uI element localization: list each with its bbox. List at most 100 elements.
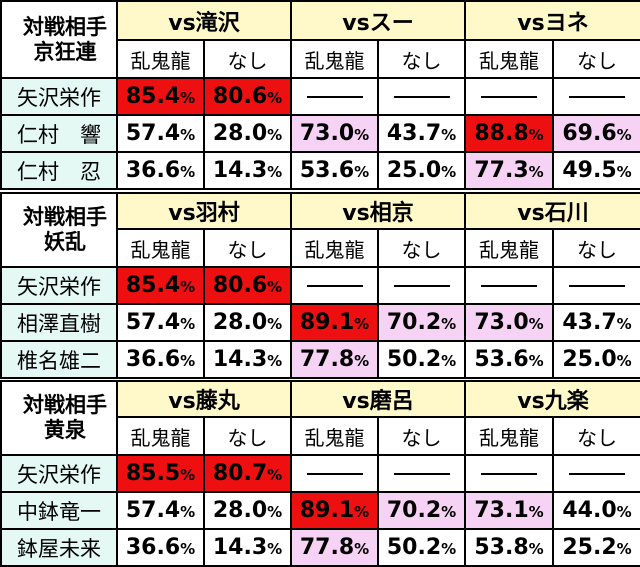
rate-cell: 77.8% bbox=[290, 340, 379, 379]
rate-cell: 53.6% bbox=[290, 151, 379, 190]
rate-cell: 43.7% bbox=[377, 114, 466, 153]
row-name: 相澤直樹 bbox=[0, 303, 118, 342]
rate-cell: 89.1% bbox=[290, 491, 379, 530]
table-block-youran: 対戦相手 妖乱 vs羽村 vs相京 vs石川 乱鬼龍 なし 乱鬼龍 なし 乱鬼龍… bbox=[0, 192, 640, 379]
rate-cell: 85.4% bbox=[116, 266, 205, 305]
sub-header: なし bbox=[203, 39, 292, 79]
sub-header: 乱鬼龍 bbox=[116, 228, 205, 268]
rate-value: 73.0 bbox=[474, 310, 529, 335]
percent-sign: % bbox=[354, 540, 370, 558]
rate-value: 14.3 bbox=[212, 347, 268, 372]
rate-cell: 85.4% bbox=[116, 77, 205, 116]
rate-value: 14.3 bbox=[212, 158, 268, 183]
opponent-caption: 対戦相手 bbox=[23, 205, 107, 229]
percent-sign: % bbox=[441, 540, 457, 558]
rate-cell: 36.6% bbox=[116, 528, 205, 567]
rate-cell: 57.4% bbox=[116, 303, 205, 342]
rate-cell: 89.1% bbox=[290, 303, 379, 342]
percent-sign: % bbox=[180, 315, 196, 333]
rate-cell: 80.6% bbox=[203, 77, 292, 116]
rate-value: 28.0 bbox=[212, 310, 268, 335]
row-name: 矢沢栄作 bbox=[0, 454, 118, 493]
rate-value: 88.8 bbox=[474, 121, 529, 146]
percent-sign: % bbox=[180, 278, 196, 296]
win-rate-table: 対戦相手 妖乱 vs羽村 vs相京 vs石川 乱鬼龍 なし 乱鬼龍 なし 乱鬼龍… bbox=[0, 192, 640, 379]
percent-sign: % bbox=[354, 163, 370, 181]
rate-cell: 25.0% bbox=[552, 340, 640, 379]
rate-value: 85.4 bbox=[125, 84, 181, 109]
percent-sign: % bbox=[180, 89, 196, 107]
rate-value: 28.0 bbox=[212, 498, 268, 523]
rate-cell bbox=[464, 266, 554, 305]
sub-header: なし bbox=[377, 228, 466, 268]
rate-value: 25.2 bbox=[562, 535, 617, 560]
dash-mark bbox=[481, 473, 537, 475]
percent-sign: % bbox=[441, 352, 457, 370]
rate-cell bbox=[290, 266, 379, 305]
rate-cell bbox=[552, 77, 640, 116]
percent-sign: % bbox=[441, 315, 457, 333]
opponent-team: 妖乱 bbox=[44, 230, 86, 254]
row-name: 鉢屋未来 bbox=[0, 528, 118, 567]
percent-sign: % bbox=[267, 126, 283, 144]
percent-sign: % bbox=[180, 163, 196, 181]
row-name: 仁村 響 bbox=[0, 114, 118, 153]
sub-header: 乱鬼龍 bbox=[464, 228, 554, 268]
percent-sign: % bbox=[267, 89, 283, 107]
row-name: 仁村 忍 bbox=[0, 151, 118, 190]
rate-cell: 50.2% bbox=[377, 340, 466, 379]
sub-header: 乱鬼龍 bbox=[290, 416, 379, 456]
sub-header: なし bbox=[203, 416, 292, 456]
sub-header: なし bbox=[552, 39, 640, 79]
rate-value: 50.2 bbox=[386, 347, 442, 372]
rate-value: 49.5 bbox=[562, 158, 617, 183]
rate-cell bbox=[290, 454, 379, 493]
rate-cell: 70.2% bbox=[377, 491, 466, 530]
dash-mark bbox=[306, 285, 363, 287]
dash-mark bbox=[569, 473, 625, 475]
percent-sign: % bbox=[267, 503, 283, 521]
rate-value: 89.1 bbox=[299, 310, 355, 335]
vs-header: vs相京 bbox=[290, 192, 466, 230]
opponent-caption: 対戦相手 bbox=[23, 14, 107, 39]
vs-header: vs磨呂 bbox=[290, 380, 466, 418]
rate-cell: 73.0% bbox=[290, 114, 379, 153]
rate-cell: 28.0% bbox=[203, 303, 292, 342]
rate-value: 50.2 bbox=[386, 535, 442, 560]
rate-cell: 14.3% bbox=[203, 151, 292, 190]
percent-sign: % bbox=[441, 503, 457, 521]
opponent-caption: 対戦相手 bbox=[23, 393, 107, 417]
dash-mark bbox=[569, 96, 625, 98]
win-rate-table: 対戦相手 黄泉 vs藤丸 vs磨呂 vs九楽 乱鬼龍 なし 乱鬼龍 なし 乱鬼龍… bbox=[0, 380, 640, 567]
rate-cell bbox=[552, 454, 640, 493]
table-block-kyokyoren: 対戦相手 京狂連 vs滝沢 vsスー vsヨネ 乱鬼龍 なし 乱鬼龍 なし 乱鬼… bbox=[0, 0, 640, 190]
vs-header: vs羽村 bbox=[116, 192, 292, 230]
vs-header: vs藤丸 bbox=[116, 380, 292, 418]
rate-value: 80.6 bbox=[212, 84, 268, 109]
percent-sign: % bbox=[267, 315, 283, 333]
percent-sign: % bbox=[528, 163, 544, 181]
table-row: 相澤直樹 57.4% 28.0% 89.1% 70.2% 73.0% 43.7% bbox=[0, 303, 640, 342]
rate-value: 57.4 bbox=[125, 498, 181, 523]
percent-sign: % bbox=[528, 540, 544, 558]
rate-cell: 53.6% bbox=[464, 340, 554, 379]
sub-header: なし bbox=[377, 39, 466, 79]
percent-sign: % bbox=[354, 126, 370, 144]
sub-header: 乱鬼龍 bbox=[290, 228, 379, 268]
rate-cell: 77.3% bbox=[464, 151, 554, 190]
percent-sign: % bbox=[528, 315, 544, 333]
rate-cell: 80.6% bbox=[203, 266, 292, 305]
dash-mark bbox=[306, 473, 363, 475]
rate-cell: 36.6% bbox=[116, 340, 205, 379]
percent-sign: % bbox=[441, 126, 457, 144]
rate-cell: 25.0% bbox=[377, 151, 466, 190]
sub-header: なし bbox=[203, 228, 292, 268]
percent-sign: % bbox=[528, 352, 544, 370]
rate-value: 36.6 bbox=[125, 158, 181, 183]
opponent-label: 対戦相手 黄泉 bbox=[0, 380, 118, 456]
rate-cell: 43.7% bbox=[552, 303, 640, 342]
sub-header: 乱鬼龍 bbox=[464, 39, 554, 79]
percent-sign: % bbox=[616, 126, 632, 144]
percent-sign: % bbox=[180, 352, 196, 370]
opponent-label: 対戦相手 妖乱 bbox=[0, 192, 118, 268]
